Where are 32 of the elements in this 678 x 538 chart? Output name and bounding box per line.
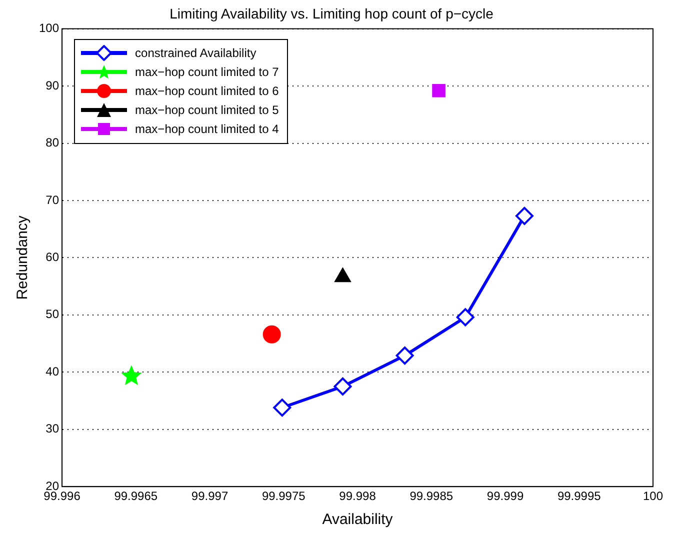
y-tick-label: 100 [38,21,60,36]
point [515,206,534,225]
chart-title: Limiting Availability vs. Limiting hop count of p−cycle [170,5,494,22]
point [273,398,292,417]
legend-label: max−hop count limited to 5 [135,102,279,119]
point [456,308,474,326]
point [396,346,414,365]
y-tick-label: 50 [46,307,60,322]
y-tick-label: 30 [46,422,60,436]
x-tick-label: 99.997 [191,489,228,504]
y-tick-label: 90 [46,78,60,92]
legend-label: max−hop count limited to 4 [135,120,279,138]
x-tick-label: 99.9975 [262,489,306,504]
y-axis-title: Redundancy [14,215,32,300]
x-tick-label: 99.998 [339,489,376,504]
x-axis-title: Availability [322,511,394,528]
y-tick-label: 80 [46,136,60,150]
x-tick-label: 99.9965 [114,489,158,504]
point [262,325,281,344]
x-tick-label: 99.999 [486,489,524,504]
x-tick-label: 100 [642,489,664,504]
y-tick-label: 40 [46,364,60,378]
x-tick-label: 99.9995 [557,489,602,504]
point [334,377,352,396]
legend-label: constrained Availability [135,44,256,62]
y-tick-label: 60 [46,250,60,264]
legend-label: max−hop count limited to 7 [135,64,279,81]
point [121,365,142,386]
point [432,84,446,98]
y-tick-label: 70 [46,192,60,207]
x-tick-label: 99.9985 [410,489,454,504]
legend-label: max−hop count limited to 6 [135,82,279,100]
